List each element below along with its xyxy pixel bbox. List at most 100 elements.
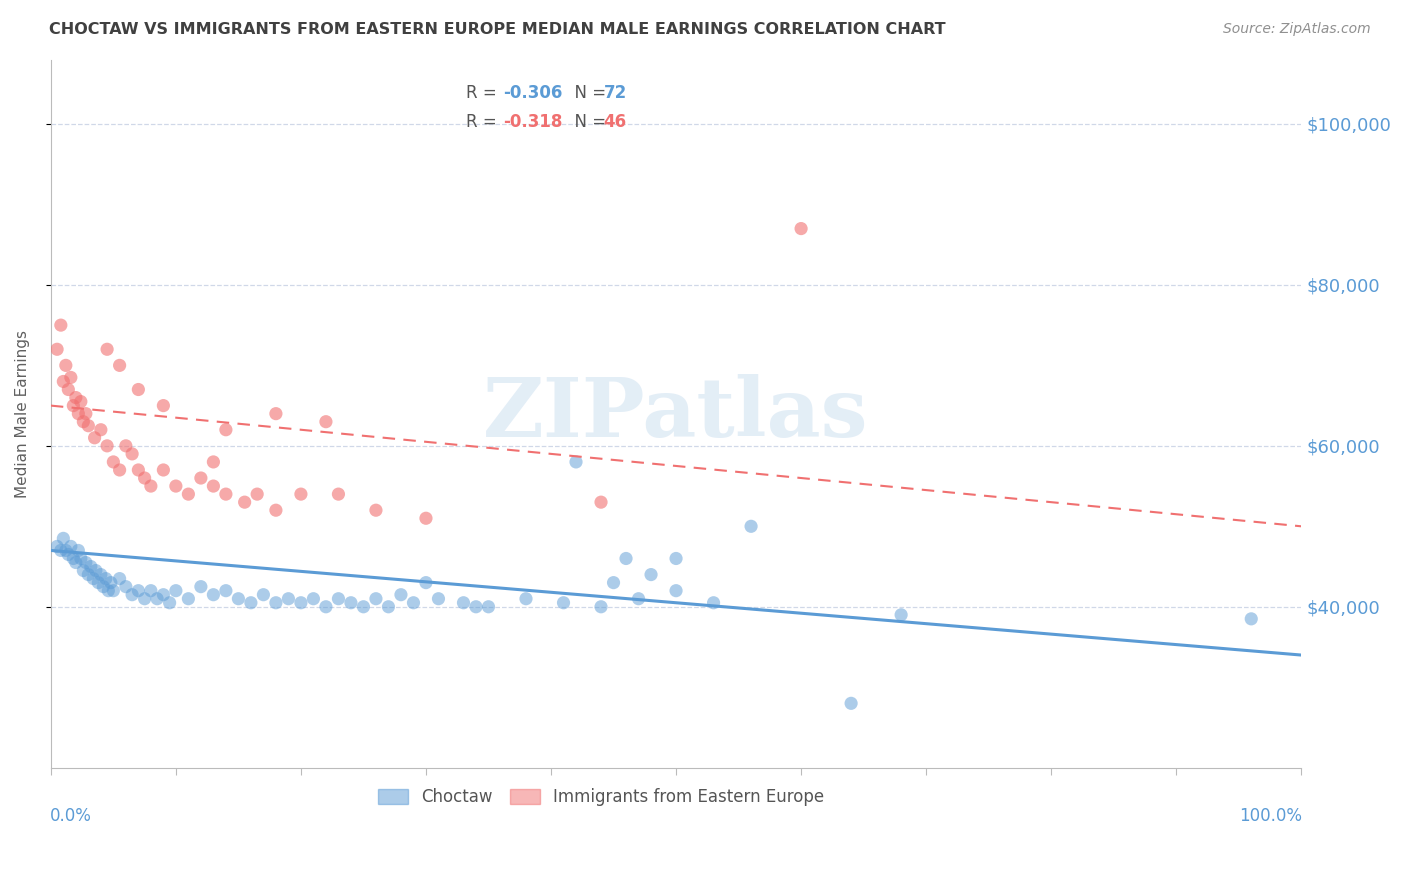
Point xyxy=(134,471,156,485)
Point xyxy=(239,596,262,610)
Point xyxy=(264,503,287,517)
Point xyxy=(83,431,105,445)
Point xyxy=(121,447,143,461)
Point xyxy=(264,596,287,610)
Text: 0.0%: 0.0% xyxy=(49,806,91,824)
Point xyxy=(87,575,110,590)
Point xyxy=(134,591,156,606)
Point xyxy=(159,596,181,610)
Point xyxy=(90,567,112,582)
Point xyxy=(49,318,72,333)
Point xyxy=(62,551,84,566)
Point xyxy=(75,407,97,421)
Point xyxy=(115,439,138,453)
Point xyxy=(1240,612,1263,626)
Point xyxy=(302,591,325,606)
Point xyxy=(252,588,274,602)
Text: R =: R = xyxy=(465,112,508,131)
Point xyxy=(146,591,169,606)
Point xyxy=(415,575,437,590)
Point xyxy=(115,580,138,594)
Point xyxy=(96,343,118,357)
Point xyxy=(55,543,77,558)
Point xyxy=(80,559,103,574)
Point xyxy=(427,591,450,606)
Point xyxy=(602,575,624,590)
Point xyxy=(389,588,412,602)
Point xyxy=(340,596,363,610)
Point xyxy=(477,599,499,614)
Point xyxy=(839,696,862,710)
Point xyxy=(77,567,100,582)
Point xyxy=(58,548,80,562)
Point xyxy=(640,567,662,582)
Point xyxy=(84,564,107,578)
Point xyxy=(515,591,537,606)
Text: ZIPatlas: ZIPatlas xyxy=(484,374,869,454)
Point xyxy=(62,399,84,413)
Point xyxy=(49,543,72,558)
Text: R =: R = xyxy=(465,85,502,103)
Point xyxy=(59,540,82,554)
Point xyxy=(614,551,637,566)
Point xyxy=(364,591,387,606)
Point xyxy=(589,495,612,509)
Point xyxy=(69,394,91,409)
Point xyxy=(246,487,269,501)
Point xyxy=(75,556,97,570)
Point xyxy=(290,487,312,501)
Point xyxy=(94,572,117,586)
Point xyxy=(108,463,131,477)
Point xyxy=(228,591,250,606)
Point xyxy=(790,221,813,235)
Point xyxy=(65,391,87,405)
Point xyxy=(215,583,238,598)
Point xyxy=(277,591,299,606)
Point xyxy=(103,583,125,598)
Point xyxy=(627,591,650,606)
Point xyxy=(233,495,256,509)
Point xyxy=(215,423,238,437)
Point xyxy=(352,599,374,614)
Point xyxy=(65,556,87,570)
Text: -0.318: -0.318 xyxy=(503,112,562,131)
Point xyxy=(264,407,287,421)
Text: 72: 72 xyxy=(603,85,627,103)
Point xyxy=(215,487,238,501)
Point xyxy=(90,423,112,437)
Point xyxy=(77,418,100,433)
Point xyxy=(402,596,425,610)
Point xyxy=(108,359,131,373)
Point xyxy=(202,588,225,602)
Point xyxy=(328,591,350,606)
Point xyxy=(665,551,688,566)
Point xyxy=(58,383,80,397)
Point xyxy=(202,455,225,469)
Point xyxy=(152,588,174,602)
Point xyxy=(565,455,588,469)
Point xyxy=(665,583,688,598)
Point xyxy=(202,479,225,493)
Point xyxy=(139,479,162,493)
Point xyxy=(364,503,387,517)
Point xyxy=(67,407,90,421)
Point xyxy=(139,583,162,598)
Point xyxy=(103,455,125,469)
Point xyxy=(703,596,725,610)
Point xyxy=(93,580,115,594)
Point xyxy=(589,599,612,614)
Point xyxy=(82,572,104,586)
Point xyxy=(177,591,200,606)
Point xyxy=(290,596,312,610)
Point xyxy=(100,575,122,590)
Point xyxy=(328,487,350,501)
Text: -0.306: -0.306 xyxy=(503,85,562,103)
Text: 100.0%: 100.0% xyxy=(1240,806,1302,824)
Text: N =: N = xyxy=(564,85,610,103)
Point xyxy=(553,596,575,610)
Point xyxy=(127,383,149,397)
Point xyxy=(52,375,75,389)
Point xyxy=(46,343,69,357)
Point xyxy=(59,370,82,384)
Y-axis label: Median Male Earnings: Median Male Earnings xyxy=(15,330,30,498)
